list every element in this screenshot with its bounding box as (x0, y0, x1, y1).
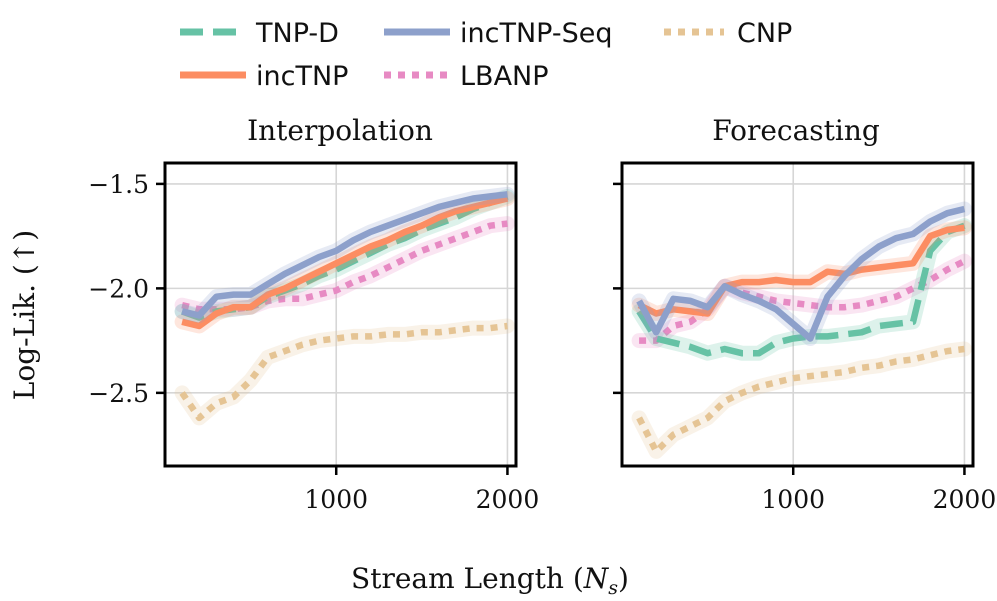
y-tick-label: −1.5 (88, 170, 149, 199)
y-axis-label: Log-Lik. (↑) (8, 230, 41, 400)
panel-forecasting: 1000 2000 (613, 161, 997, 514)
y-tick-label: −2.5 (88, 379, 149, 408)
series-line-lbanp (639, 258, 966, 344)
x-axis-label-var: N (583, 562, 610, 595)
series-line-cnp (636, 345, 965, 455)
series-line-tnp-d (180, 193, 509, 321)
x-tick-label: 1000 (761, 485, 825, 514)
x-axis-label: Stream Length (Ns) (351, 562, 629, 599)
panel-title-interpolation: Interpolation (247, 114, 433, 147)
legend-label-cnp: CNP (737, 18, 792, 49)
series-line-inctnp-seq (181, 191, 508, 319)
plot-frame (163, 161, 518, 468)
x-axis-label-suffix: ) (618, 562, 629, 595)
x-axis-label-sub: s (608, 577, 618, 599)
series-line-inctnp (637, 224, 965, 317)
legend-label-inctnp: incTNP (256, 61, 348, 92)
legend-entry-lbanp: LBANP (384, 61, 549, 92)
legend: TNP-D incTNP-Seq CNP incTNP LBANP (180, 18, 792, 92)
plot-frame (620, 161, 975, 468)
series-line-inctnp (181, 195, 509, 330)
legend-entry-inctnp: incTNP (180, 61, 348, 92)
x-tick-label: 2000 (476, 485, 540, 514)
series-line-inctnp-seq (636, 205, 966, 342)
panel-interpolation: 1000 2000 −1.5 −2.0 −2.5 (88, 161, 540, 514)
x-tick-label: 1000 (304, 485, 368, 514)
legend-label-tnp-d: TNP-D (255, 18, 339, 49)
legend-label-lbanp: LBANP (460, 61, 549, 92)
series-line-lbanp (181, 220, 508, 313)
legend-entry-cnp: CNP (664, 18, 792, 49)
series-line-cnp (179, 322, 508, 422)
legend-label-inctnp-seq: incTNP-Seq (460, 18, 612, 49)
legend-entry-inctnp-seq: incTNP-Seq (384, 18, 612, 49)
series-band-cnp (174, 318, 515, 426)
x-axis-label-prefix: Stream Length ( (351, 562, 584, 595)
series-band-cnp (631, 341, 972, 459)
panel-title-forecasting: Forecasting (712, 114, 880, 147)
legend-entry-tnp-d: TNP-D (180, 18, 339, 49)
series-line-tnp-d (636, 222, 966, 357)
x-tick-label: 2000 (933, 485, 997, 514)
y-tick-label: −2.0 (88, 274, 149, 303)
